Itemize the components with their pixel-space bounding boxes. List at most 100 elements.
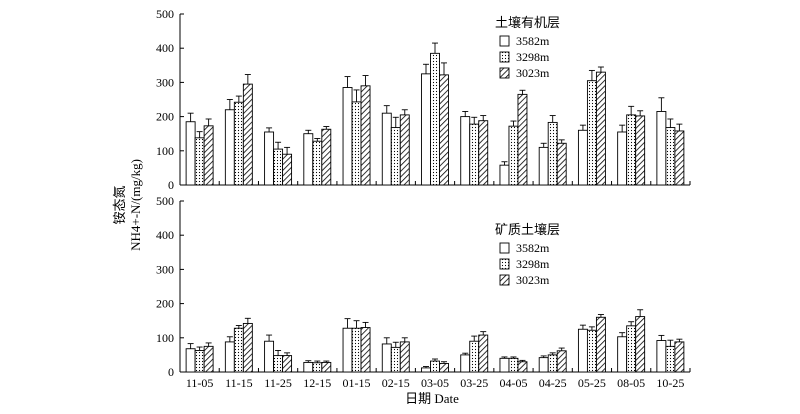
bar bbox=[360, 327, 371, 373]
bar bbox=[478, 120, 489, 186]
bar bbox=[656, 340, 667, 373]
bar bbox=[351, 327, 362, 373]
bar bbox=[282, 355, 293, 373]
bar bbox=[439, 363, 449, 373]
bar bbox=[224, 109, 235, 186]
x-tick-label: 11-05 bbox=[186, 376, 214, 390]
bar bbox=[499, 164, 510, 186]
legend-label: 3298m bbox=[516, 50, 550, 64]
legend-swatch bbox=[499, 258, 510, 270]
bar bbox=[577, 129, 588, 186]
bar bbox=[547, 354, 558, 373]
bar bbox=[538, 146, 549, 186]
x-tick-label: 10-25 bbox=[656, 376, 684, 390]
bar bbox=[264, 131, 275, 186]
x-tick-label: 11-25 bbox=[264, 376, 292, 390]
bar bbox=[321, 361, 332, 373]
bar bbox=[586, 329, 597, 373]
bar bbox=[478, 334, 489, 373]
bar bbox=[586, 80, 597, 186]
y-tick-label: 0 bbox=[168, 365, 174, 379]
legend-label: 3582m bbox=[516, 241, 550, 255]
bar bbox=[233, 101, 244, 186]
legend-swatch bbox=[499, 274, 510, 286]
bar bbox=[674, 130, 685, 186]
bar bbox=[577, 328, 588, 373]
series-3023m bbox=[203, 62, 685, 186]
bar bbox=[399, 341, 410, 373]
bar bbox=[430, 52, 440, 186]
bar bbox=[547, 121, 558, 186]
y-tick-label: 500 bbox=[156, 194, 174, 208]
bar bbox=[321, 128, 332, 186]
bar bbox=[556, 350, 567, 373]
bar bbox=[595, 316, 606, 373]
bar bbox=[556, 142, 567, 186]
bar bbox=[185, 121, 196, 186]
bar bbox=[439, 74, 449, 186]
bar bbox=[635, 316, 646, 373]
legend-label: 3298m bbox=[516, 257, 550, 271]
legend-swatch bbox=[499, 51, 510, 63]
bar bbox=[203, 125, 214, 186]
y-tick-label: 200 bbox=[156, 110, 174, 124]
x-tick-label: 12-15 bbox=[303, 376, 331, 390]
bar bbox=[656, 111, 667, 186]
bar bbox=[635, 115, 646, 186]
bar bbox=[421, 367, 431, 373]
panel-2: 0 100 200 300 400 500 矿质土壤层 3582m 3298m 3023m 11-0… bbox=[156, 194, 691, 390]
y-axis-title-line1: 铵态氮 bbox=[112, 185, 127, 224]
legend-title: 矿质土壤层 bbox=[495, 222, 560, 237]
bar bbox=[460, 116, 471, 186]
bar bbox=[517, 93, 528, 186]
bar bbox=[508, 357, 519, 373]
x-tick-label: 11-15 bbox=[225, 376, 253, 390]
y-tick-label: 100 bbox=[156, 331, 174, 345]
bar bbox=[342, 327, 353, 373]
x-tick-label: 05-25 bbox=[578, 376, 606, 390]
bar bbox=[665, 345, 676, 373]
x-axis-title: 日期 Date bbox=[405, 391, 459, 406]
y-tick-label: 300 bbox=[156, 262, 174, 276]
x-tick-label: 04-05 bbox=[499, 376, 527, 390]
legend-label: 3582m bbox=[516, 34, 550, 48]
x-tick-label: 03-05 bbox=[421, 376, 449, 390]
y-tick-label: 500 bbox=[156, 7, 174, 21]
y-tick-label: 400 bbox=[156, 41, 174, 55]
chart-panels: 0 100 200 300 400 500 土壤有机层 3582m 3298m 3023m 0 100… bbox=[156, 7, 691, 390]
series-3298m bbox=[194, 42, 676, 186]
legend: 矿质土壤层 3582m 3298m 3023m bbox=[495, 222, 560, 287]
bar bbox=[224, 341, 235, 373]
panel-1: 0 100 200 300 400 500 土壤有机层 3582m 3298m 3023m bbox=[156, 7, 691, 192]
bar bbox=[390, 346, 401, 373]
legend: 土壤有机层 3582m 3298m 3023m bbox=[495, 15, 560, 80]
bar bbox=[242, 322, 253, 373]
bar bbox=[626, 114, 637, 186]
bar bbox=[595, 71, 606, 186]
legend-title: 土壤有机层 bbox=[495, 15, 560, 30]
bar bbox=[390, 127, 401, 186]
bar bbox=[360, 85, 371, 186]
bar bbox=[381, 112, 392, 186]
bar bbox=[342, 87, 353, 186]
series-3298m bbox=[194, 320, 676, 373]
bar bbox=[185, 348, 196, 373]
bar bbox=[538, 357, 549, 373]
bar bbox=[282, 153, 293, 186]
bar bbox=[499, 357, 510, 373]
x-tick-label: 03-25 bbox=[460, 376, 488, 390]
series-3023m bbox=[203, 309, 685, 373]
bar bbox=[469, 340, 480, 373]
x-tick-label: 08-05 bbox=[617, 376, 645, 390]
bar bbox=[273, 148, 284, 186]
bar bbox=[430, 360, 440, 373]
y-tick-label: 300 bbox=[156, 75, 174, 89]
bar bbox=[312, 140, 323, 186]
bar bbox=[626, 325, 637, 373]
y-tick-label: 0 bbox=[168, 178, 174, 192]
legend-label: 3023m bbox=[516, 66, 550, 80]
bar bbox=[469, 123, 480, 186]
bar bbox=[303, 133, 314, 186]
bar bbox=[517, 361, 528, 373]
